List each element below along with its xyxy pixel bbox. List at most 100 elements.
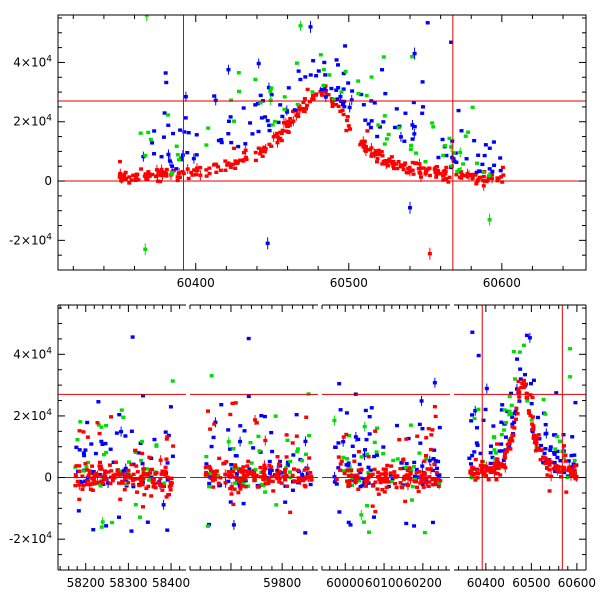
data-point <box>270 123 275 127</box>
data-point <box>120 481 125 485</box>
data-point <box>359 467 364 472</box>
data-point <box>486 469 491 473</box>
data-point <box>386 480 391 484</box>
data-point <box>381 120 386 124</box>
data-point <box>450 139 455 143</box>
data-point <box>83 448 88 452</box>
data-point <box>507 409 512 413</box>
data-point <box>402 474 407 479</box>
data-point <box>90 476 95 480</box>
data-point <box>246 394 251 399</box>
data-point <box>123 170 128 175</box>
data-point <box>93 481 98 485</box>
data-point <box>73 473 78 477</box>
data-point <box>304 103 309 108</box>
data-point <box>301 100 306 105</box>
data-point <box>165 528 170 532</box>
data-point <box>474 161 479 165</box>
data-point <box>231 469 236 474</box>
data-point <box>169 476 174 481</box>
data-point <box>294 434 299 438</box>
series-red <box>117 84 506 191</box>
data-point <box>131 482 136 487</box>
data-point <box>137 483 142 488</box>
data-point <box>248 441 253 445</box>
data-point <box>258 93 263 98</box>
data-point <box>380 488 385 492</box>
data-point <box>75 437 80 442</box>
data-point <box>508 411 513 416</box>
data-point <box>526 409 531 413</box>
data-point <box>175 153 180 157</box>
data-point <box>482 153 487 158</box>
data-point <box>73 483 78 488</box>
data-point <box>357 479 362 483</box>
data-point <box>512 411 517 416</box>
data-point <box>572 458 577 463</box>
data-point <box>421 485 426 489</box>
data-point <box>345 468 350 472</box>
data-point <box>408 143 413 148</box>
data-point <box>413 161 418 166</box>
data-point <box>91 527 96 532</box>
data-point <box>207 171 212 176</box>
data-point <box>258 465 263 470</box>
data-point <box>213 162 218 166</box>
data-point <box>495 442 500 446</box>
data-point <box>416 166 421 171</box>
data-point <box>283 500 288 504</box>
data-point <box>194 153 199 157</box>
data-point <box>346 461 351 465</box>
data-point <box>147 173 152 178</box>
data-point <box>205 409 210 413</box>
segment-plot-area <box>332 377 443 535</box>
data-point <box>88 487 93 492</box>
data-point <box>495 457 500 461</box>
data-point <box>330 102 335 106</box>
data-point <box>206 126 211 130</box>
data-point <box>490 172 495 177</box>
data-point <box>212 422 217 426</box>
data-point <box>139 167 144 171</box>
data-point <box>169 172 174 176</box>
data-point <box>368 125 373 130</box>
data-point <box>294 61 299 65</box>
data-point <box>433 414 438 419</box>
data-point <box>356 79 361 83</box>
data-point <box>267 128 272 133</box>
data-point <box>142 174 147 178</box>
data-point <box>229 98 234 102</box>
data-point <box>388 471 393 475</box>
data-point <box>381 478 386 482</box>
data-point <box>432 462 437 466</box>
data-point <box>369 75 374 79</box>
data-point <box>277 480 282 484</box>
data-point <box>160 488 165 492</box>
y-tick-mantissa: 4×10 <box>13 347 46 361</box>
data-point <box>415 434 420 438</box>
data-point <box>509 436 514 441</box>
data-point <box>411 172 416 176</box>
data-point <box>347 479 352 483</box>
data-point <box>503 435 508 439</box>
data-point <box>174 144 179 148</box>
data-point <box>483 143 488 147</box>
data-point <box>74 445 79 450</box>
data-point <box>129 529 134 533</box>
data-point <box>561 433 566 437</box>
data-point <box>126 480 131 485</box>
y-tick-label: 4×104 <box>13 54 52 69</box>
x-tick-label: 60600 <box>558 576 596 590</box>
data-point <box>131 484 136 489</box>
data-point <box>249 461 254 465</box>
data-point <box>566 459 571 463</box>
data-point <box>210 469 215 474</box>
data-point <box>207 166 212 170</box>
data-point <box>569 471 574 475</box>
data-point <box>343 44 348 48</box>
data-point <box>331 97 336 102</box>
data-point <box>152 129 157 133</box>
data-point <box>208 466 213 470</box>
data-point <box>284 433 289 437</box>
data-point <box>541 455 546 459</box>
